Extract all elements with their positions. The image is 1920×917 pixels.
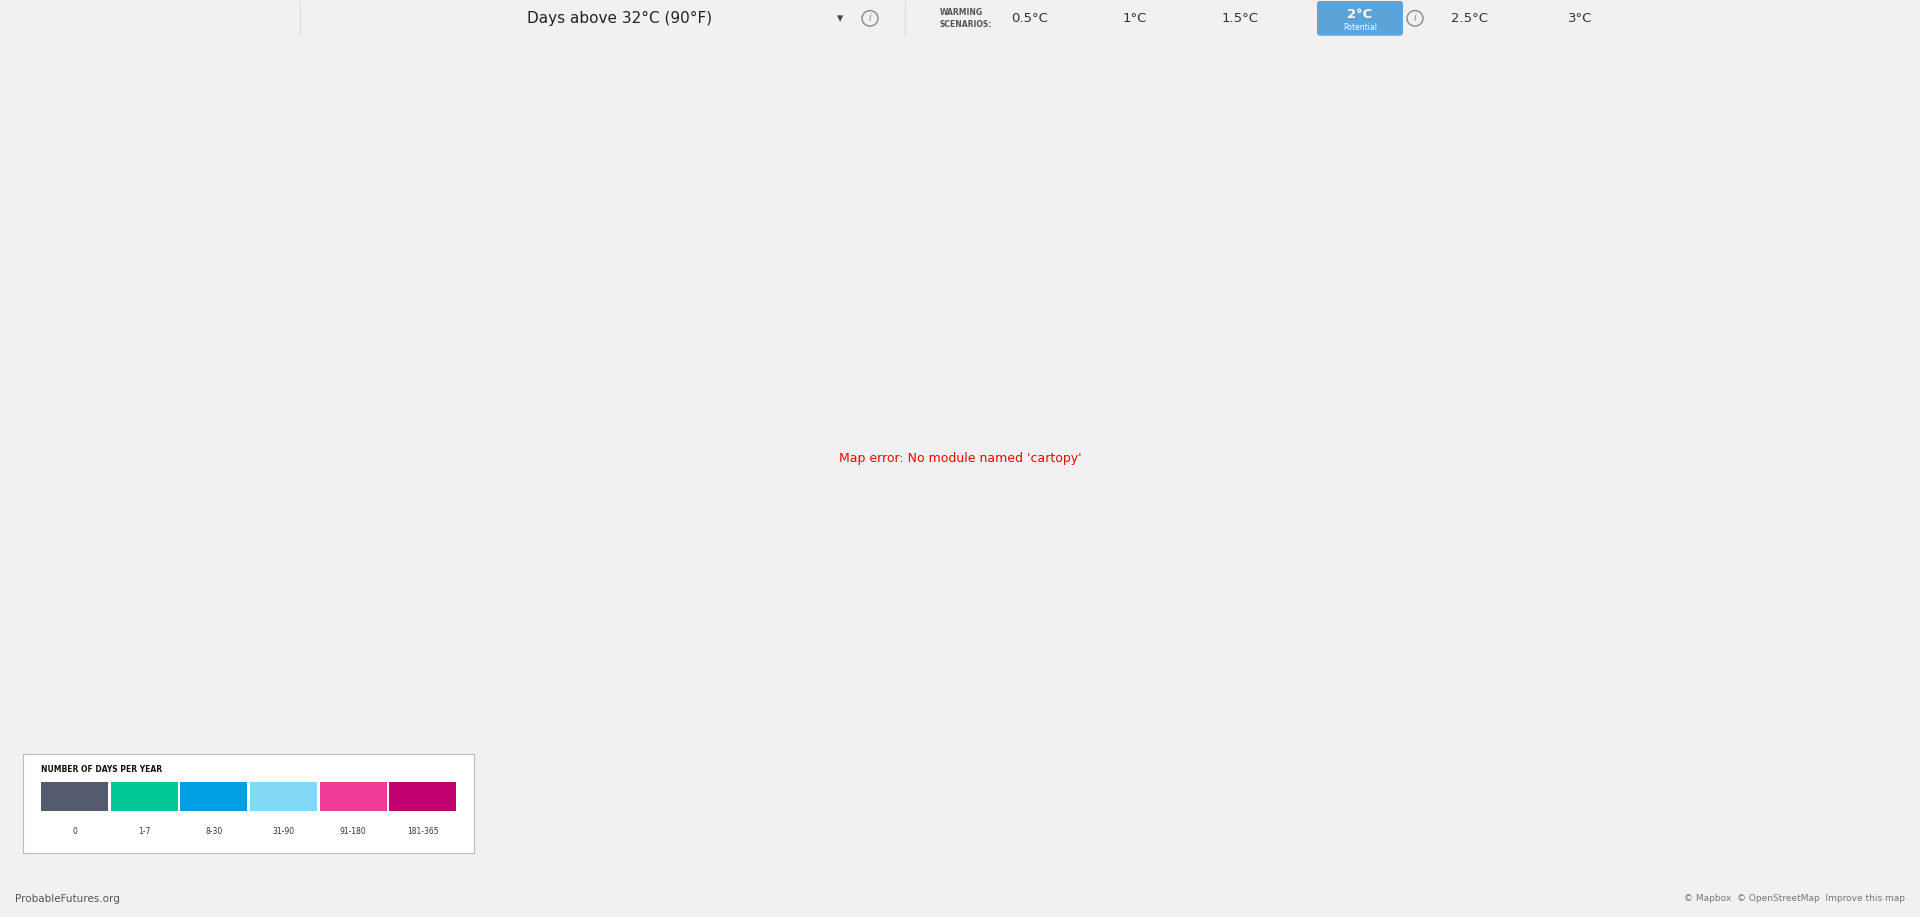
Text: NUMBER OF DAYS PER YEAR: NUMBER OF DAYS PER YEAR [40, 765, 161, 774]
Text: 181-365: 181-365 [407, 826, 438, 835]
Bar [250, 781, 317, 812]
Text: 1-7: 1-7 [138, 826, 150, 835]
Text: 3°C: 3°C [1569, 12, 1592, 25]
Text: © Mapbox  © OpenStreetMap  Improve this map: © Mapbox © OpenStreetMap Improve this ma… [1684, 894, 1905, 903]
Text: 1°C: 1°C [1123, 12, 1146, 25]
Bar [390, 781, 457, 812]
Text: Days above 32°C (90°F): Days above 32°C (90°F) [528, 11, 712, 26]
Text: ProbableFutures.org: ProbableFutures.org [15, 894, 121, 903]
Text: i: i [868, 14, 872, 23]
Text: Potential: Potential [1342, 23, 1377, 31]
Text: i: i [1413, 14, 1417, 23]
Text: 91-180: 91-180 [340, 826, 367, 835]
Text: 1.5°C: 1.5°C [1221, 12, 1258, 25]
FancyBboxPatch shape [1317, 1, 1404, 36]
Text: 8-30: 8-30 [205, 826, 223, 835]
Text: 31-90: 31-90 [273, 826, 294, 835]
Text: ▾: ▾ [837, 12, 843, 25]
Text: 0: 0 [73, 826, 77, 835]
Text: 2°C: 2°C [1348, 8, 1373, 21]
Bar [319, 781, 386, 812]
Text: WARMING: WARMING [941, 8, 983, 17]
Text: 2.5°C: 2.5°C [1452, 12, 1488, 25]
Bar [111, 781, 179, 812]
Bar [180, 781, 248, 812]
Text: Map error: No module named 'cartopy': Map error: No module named 'cartopy' [839, 452, 1081, 465]
Text: 0.5°C: 0.5°C [1012, 12, 1048, 25]
Bar [40, 781, 108, 812]
Text: SCENARIOS:: SCENARIOS: [941, 19, 993, 28]
